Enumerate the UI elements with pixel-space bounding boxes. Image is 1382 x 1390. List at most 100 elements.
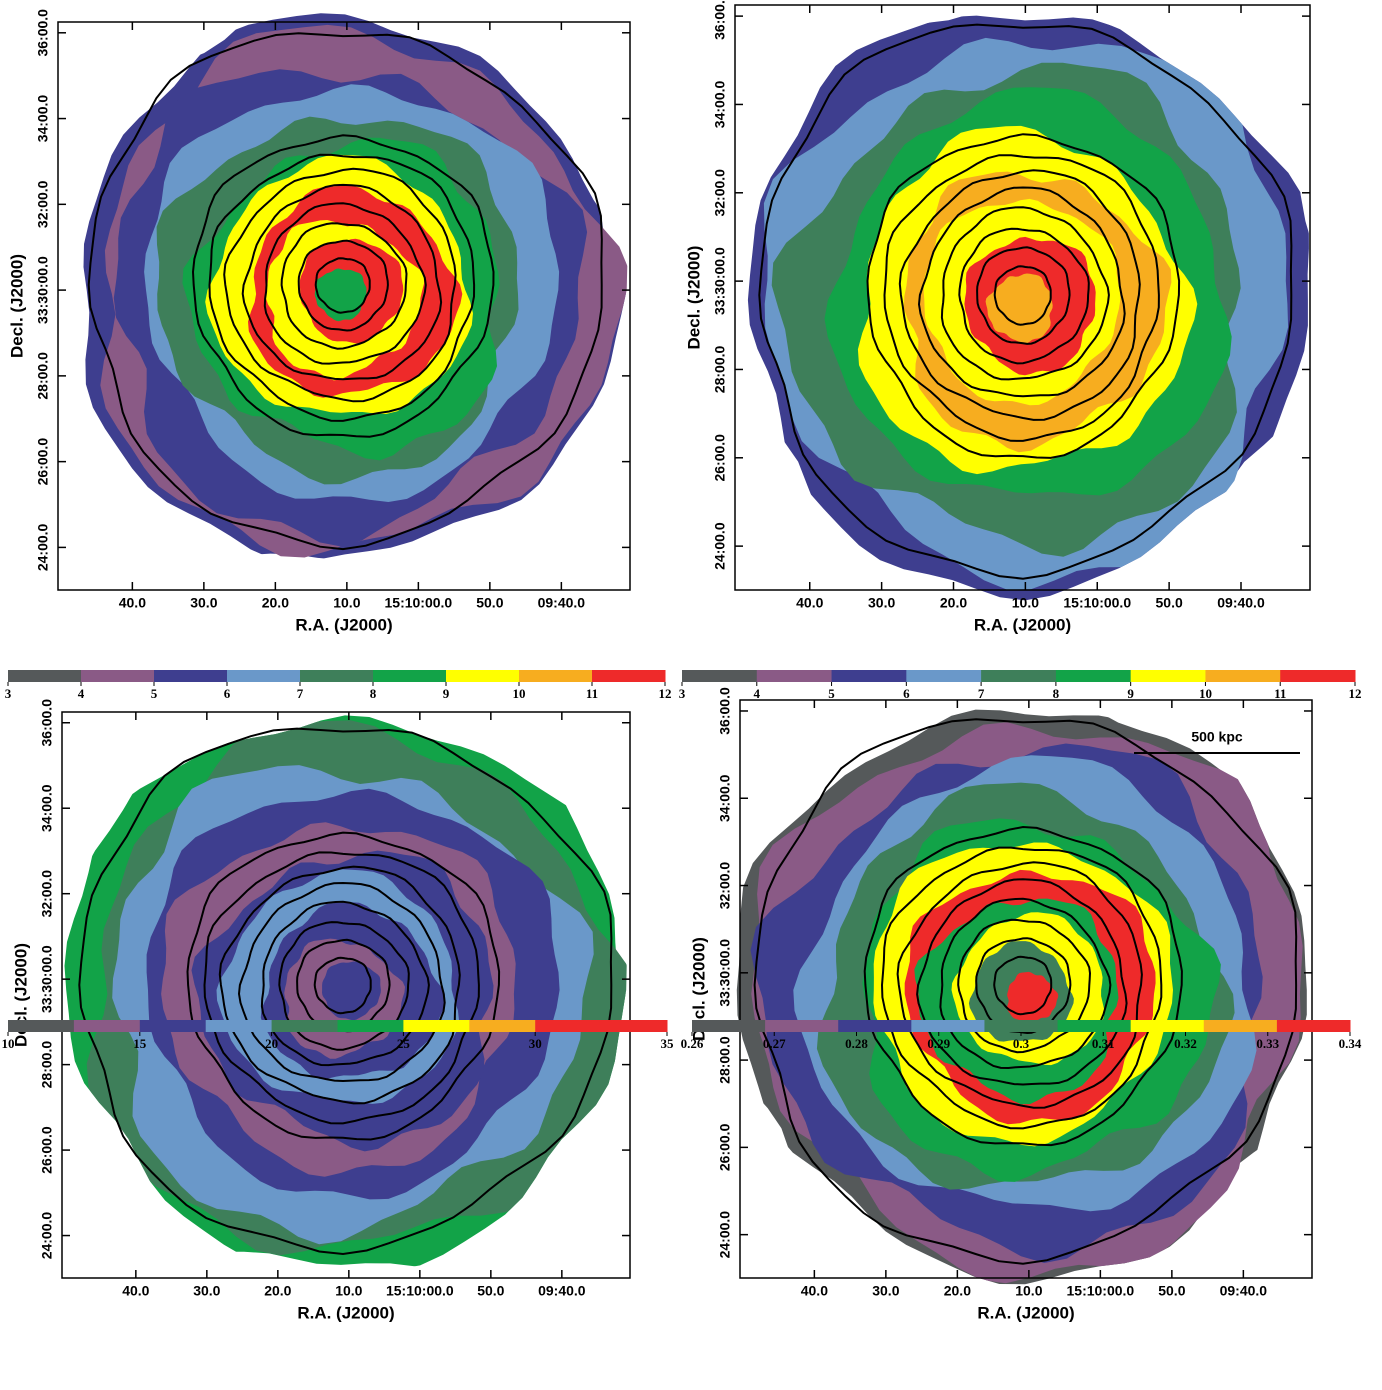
y-tick-label: 26:00.0 [717, 1123, 733, 1171]
colorbar-tick-label: 0.32 [1174, 1036, 1197, 1051]
x-tick-label: 10.0 [333, 595, 360, 611]
y-tick-label: 32:00.0 [35, 180, 51, 228]
contour [940, 206, 1110, 381]
contour [191, 134, 495, 438]
colorbar-swatch [373, 670, 447, 682]
colorbar-swatch [601, 1020, 668, 1032]
map [83, 13, 628, 560]
colorbar-tick-label: 7 [297, 686, 304, 701]
colorbar-swatch [469, 1020, 536, 1032]
colorbar-tick-label: 0.34 [1339, 1036, 1362, 1051]
colorbar-swatch [906, 670, 982, 682]
contour [866, 133, 1181, 459]
x-tick-label: 30.0 [872, 1283, 899, 1299]
colorbar-swatch [1276, 1020, 1351, 1032]
contour [898, 169, 1141, 421]
x-tick-label: 09:40.0 [1220, 1283, 1268, 1299]
scale-label: 500 kpc [1191, 729, 1243, 745]
contour [314, 257, 371, 314]
colorbar-swatch [81, 670, 155, 682]
plot-frame [739, 699, 1313, 1279]
contour [313, 956, 372, 1015]
contour [993, 265, 1052, 326]
contour [280, 222, 408, 350]
x-tick-label: 30.0 [193, 1283, 220, 1299]
colorbar-tick-label: 10 [1199, 686, 1212, 701]
colorbar-tick-label: 8 [1053, 686, 1060, 701]
colorbar-tick-label: 3 [5, 686, 12, 701]
x-tick-label: 10.0 [1012, 595, 1039, 611]
contour [263, 202, 427, 365]
x-tick-label: 20.0 [262, 595, 289, 611]
colorbar-swatch [1130, 1020, 1205, 1032]
colorbar-swatch [831, 670, 907, 682]
colorbar-tick-label: 3 [679, 686, 686, 701]
contour [78, 727, 613, 1256]
map [747, 15, 1309, 601]
colorbar-tick-label: 0.31 [1092, 1036, 1115, 1051]
colorbar-swatch [73, 1020, 141, 1032]
panel: 40.0 30.0 20.0 10.0 15:10:00.0 50.0 09:40.0 24:… [2, 699, 675, 1323]
colorbar-tick-label: 9 [443, 686, 450, 701]
x-tick-label: 40.0 [119, 595, 146, 611]
colorbar-swatch [205, 1020, 273, 1032]
colorbar-swatch [911, 1020, 985, 1032]
contour [958, 227, 1090, 365]
colorbar-tick-label: 0.3 [1013, 1036, 1030, 1051]
colorbar-swatch [139, 1020, 207, 1032]
contour [186, 831, 501, 1141]
panel: 40.0 30.0 20.0 10.0 15:10:00.0 50.0 09:40.0 24:… [5, 9, 672, 701]
y-tick-label: 36:00.0 [717, 687, 733, 735]
x-tick-label: 40.0 [801, 1283, 828, 1299]
y-axis-label: Decl. (J2000) [7, 254, 26, 358]
colorbar-swatch [403, 1020, 470, 1032]
colorbar-tick-label: 10 [513, 686, 526, 701]
y-tick-label: 32:00.0 [39, 870, 55, 918]
y-tick-label: 33:30:00.0 [712, 247, 728, 315]
contour [753, 718, 1298, 1265]
colorbar-swatch [446, 670, 520, 682]
x-tick-label: 09:40.0 [1217, 595, 1265, 611]
x-tick-label: 50.0 [476, 595, 503, 611]
y-tick-label: 36:00.0 [712, 0, 728, 40]
y-tick-label: 34:00.0 [39, 784, 55, 832]
colorbar-tick-label: 0.26 [681, 1036, 704, 1051]
colorbar-swatch [1203, 1020, 1278, 1032]
y-tick-label: 32:00.0 [712, 169, 728, 217]
colorbar-tick-label: 5 [151, 686, 158, 701]
contour [993, 955, 1053, 1016]
colorbar-swatch [154, 670, 228, 682]
contour [883, 154, 1160, 442]
y-tick-label: 26:00.0 [712, 434, 728, 482]
y-tick-label: 34:00.0 [712, 80, 728, 128]
colorbar-swatch [1280, 670, 1356, 682]
x-tick-label: 10.0 [1015, 1283, 1042, 1299]
colorbar-tick-label: 12 [1349, 686, 1362, 701]
colorbar-tick-label: 10 [2, 1036, 15, 1051]
colorbar-tick-label: 7 [978, 686, 985, 701]
x-tick-label: 10.0 [335, 1283, 362, 1299]
x-tick-label: 50.0 [477, 1283, 504, 1299]
y-tick-label: 33:30:00.0 [35, 256, 51, 324]
y-tick-label: 24:00.0 [717, 1211, 733, 1259]
y-tick-label: 36:00.0 [39, 699, 55, 747]
x-tick-label: 50.0 [1158, 1283, 1185, 1299]
y-tick-label: 24:00.0 [35, 523, 51, 571]
contour [297, 239, 389, 332]
y-tick-label: 33:30:00.0 [717, 939, 733, 1007]
map-region [985, 273, 1053, 344]
y-tick-label: 28:00.0 [717, 1036, 733, 1084]
map [736, 709, 1307, 1285]
contour [241, 183, 443, 381]
x-axis-label: R.A. (J2000) [974, 615, 1071, 634]
colorbar-swatch [592, 670, 666, 682]
colorbar-tick-label: 30 [529, 1036, 542, 1051]
colorbar-swatch [300, 670, 374, 682]
y-tick-label: 26:00.0 [35, 438, 51, 486]
colorbar-swatch [981, 670, 1057, 682]
y-tick-label: 34:00.0 [717, 774, 733, 822]
colorbar-tick-label: 12 [659, 686, 672, 701]
colorbar-tick-label: 0.33 [1256, 1036, 1279, 1051]
colorbar-swatch [1055, 670, 1132, 682]
x-tick-label: 15:10:00.0 [1067, 1283, 1135, 1299]
